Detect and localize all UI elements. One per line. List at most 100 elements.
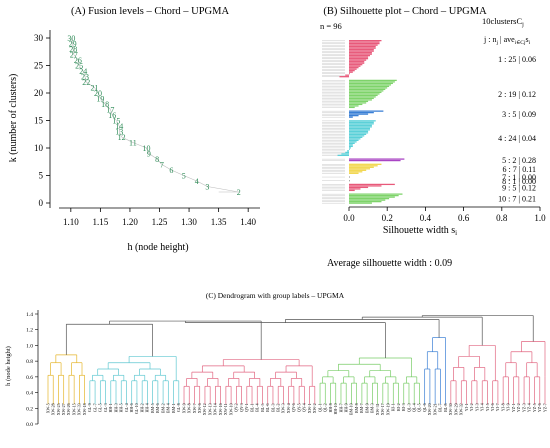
- fusion-y-tick-label: 25: [34, 61, 44, 71]
- silhouette-leaf-names: [322, 40, 345, 204]
- fusion-connector: [71, 37, 73, 44]
- fusion-connector: [72, 48, 75, 55]
- silhouette-title: (B) Silhouette plot – Chord – UPGMA: [323, 6, 487, 17]
- dendrogram-y-tick-label: 0.2: [26, 406, 33, 412]
- dendrogram-y-tick-label: 0.4: [26, 391, 33, 397]
- fusion-point-label: 13: [115, 128, 123, 137]
- dendrogram-leaf-label: YJ-4: [480, 403, 485, 411]
- fusion-x-tick-label: 1.25: [152, 217, 168, 227]
- silhouette-bar: [349, 64, 363, 66]
- dendrogram-leaf-label: YJ-8: [500, 403, 505, 411]
- fusion-connector: [156, 158, 163, 165]
- silhouette-cluster-label: 1 : 25 | 0.06: [498, 55, 536, 64]
- dendrogram-leaf-label: HH-8: [328, 403, 333, 412]
- silhouette-bar: [349, 186, 369, 189]
- dendrogram-leaf-label: XW-19: [385, 403, 390, 415]
- dendrogram-leaf-label: XW-14: [213, 403, 218, 415]
- dendrogram-leaf-label: YZ-1: [511, 403, 516, 412]
- dendrogram-leaf-label: QL-5: [417, 403, 422, 412]
- dendrogram-leaf-label: XW-5: [45, 403, 50, 413]
- silhouette-bar: [349, 100, 369, 103]
- silhouette-bar: [349, 158, 405, 160]
- dendrogram-leaf-label: XW-11: [223, 403, 228, 415]
- silhouette-x-tick-label: 0.4: [420, 213, 432, 223]
- fusion-y-tick-label: 20: [34, 88, 44, 98]
- silhouette-bar: [349, 56, 369, 58]
- silhouette-bar: [349, 202, 372, 204]
- dendrogram-leaf-label: QL-1: [317, 403, 322, 412]
- fusion-x-ticks: 1.10 1.15 1.20 1.25 1.30 1.35 1.40: [63, 208, 257, 227]
- silhouette-bar: [349, 93, 380, 95]
- dendrogram-leaf-label: BM-5: [150, 403, 155, 413]
- dendrogram-leaf-label: YZ-3: [521, 403, 526, 412]
- silhouette-bar: [349, 68, 357, 70]
- dendrogram-leaf-label: XW-3: [281, 403, 286, 413]
- fusion-point-label: 20: [94, 89, 102, 98]
- dendrogram-leaf-label: XW-30: [448, 403, 453, 415]
- dendrogram-leaf-label: GL-10: [134, 403, 139, 414]
- silhouette-bar: [349, 188, 361, 190]
- fusion-connector: [100, 98, 106, 105]
- dendrogram-leaf-label: XW-16: [218, 403, 223, 415]
- silhouette-bar: [339, 76, 349, 78]
- fusion-x-tick-label: 1.40: [240, 217, 256, 227]
- silhouette-bar: [349, 114, 359, 117]
- silhouette-bar: [349, 43, 380, 45]
- dendrogram-leaf-label: BM-7: [359, 403, 364, 413]
- fusion-point-label: 7: [160, 161, 164, 170]
- dendrogram-leaf-label: XW-17: [380, 403, 385, 415]
- silhouette-bar: [349, 44, 378, 46]
- silhouette-cluster-labels: 1 : 25 | 0.06 2 : 19 | 0.12 3 : 5 | 0.09 4 …: [498, 55, 536, 204]
- silhouette-bar: [349, 41, 380, 43]
- silhouette-bar: [349, 169, 367, 171]
- silhouette-bar: [349, 168, 371, 170]
- silhouette-bar: [349, 79, 397, 82]
- dendrogram-y-tick-label: 0.0: [26, 422, 33, 428]
- fusion-point-label: 5: [182, 172, 186, 181]
- fusion-connector: [171, 169, 184, 176]
- fusion-point-label: 12: [118, 133, 126, 142]
- fusion-point-label: 3: [205, 183, 209, 192]
- fusion-point-label: 10: [142, 144, 150, 153]
- dendrogram-leaf-label: HJ-1: [391, 403, 396, 411]
- dendrogram-leaf-label: XW-31: [375, 403, 380, 415]
- dendrogram-leaf-label: HH-6: [129, 403, 134, 412]
- silhouette-bar: [349, 133, 367, 135]
- silhouette-bar: [349, 127, 371, 129]
- fusion-connector: [161, 164, 172, 171]
- fusion-point-label: 14: [115, 122, 123, 131]
- dendrogram-y-tick-label: 1.4: [26, 312, 33, 318]
- dendrogram-leaf-label: GL-4: [124, 403, 129, 412]
- silhouette-bar: [349, 53, 372, 55]
- silhouette-bar: [349, 71, 353, 73]
- dendrogram-leaf-label: XW-2: [312, 403, 317, 413]
- silhouette-bar: [349, 84, 392, 86]
- fusion-x-tick-label: 1.20: [122, 217, 138, 227]
- silhouette-bar: [349, 197, 390, 200]
- dendrogram-leaf-label: HJ-2: [396, 403, 401, 411]
- silhouette-bar: [349, 200, 382, 203]
- fusion-x-tick-label: 1.15: [93, 217, 109, 227]
- silhouette-bar: [349, 61, 365, 63]
- silhouette-bar: [349, 94, 378, 97]
- silhouette-cluster-label: 9 : 5 | 0.12: [502, 184, 536, 193]
- fusion-point-label: 25: [75, 62, 83, 71]
- silhouette-bar: [349, 147, 351, 149]
- silhouette-bar: [349, 172, 359, 174]
- fusion-connector: [148, 153, 158, 160]
- silhouette-bar: [347, 150, 349, 152]
- silhouette-x-tick-label: 0.6: [458, 213, 470, 223]
- fusion-point-label: 9: [147, 150, 151, 159]
- dendrogram-leaf-label: BM-4: [166, 403, 171, 413]
- silhouette-bar: [349, 81, 395, 83]
- silhouette-bar: [345, 151, 349, 154]
- dendrogram-y-tick-label: 0.6: [26, 375, 33, 381]
- silhouette-bar: [349, 62, 365, 64]
- dendrogram-leaf-label: YZ-5: [532, 403, 537, 412]
- silhouette-bar: [349, 91, 382, 94]
- dendrogram-leaf-label: YZ-2: [516, 403, 521, 412]
- silhouette-bar: [349, 105, 359, 107]
- silhouette-bar: [349, 65, 361, 67]
- dendrogram-leaf-label: HH-1: [108, 403, 113, 412]
- dendrogram-leaf-label: HH-4: [145, 403, 150, 412]
